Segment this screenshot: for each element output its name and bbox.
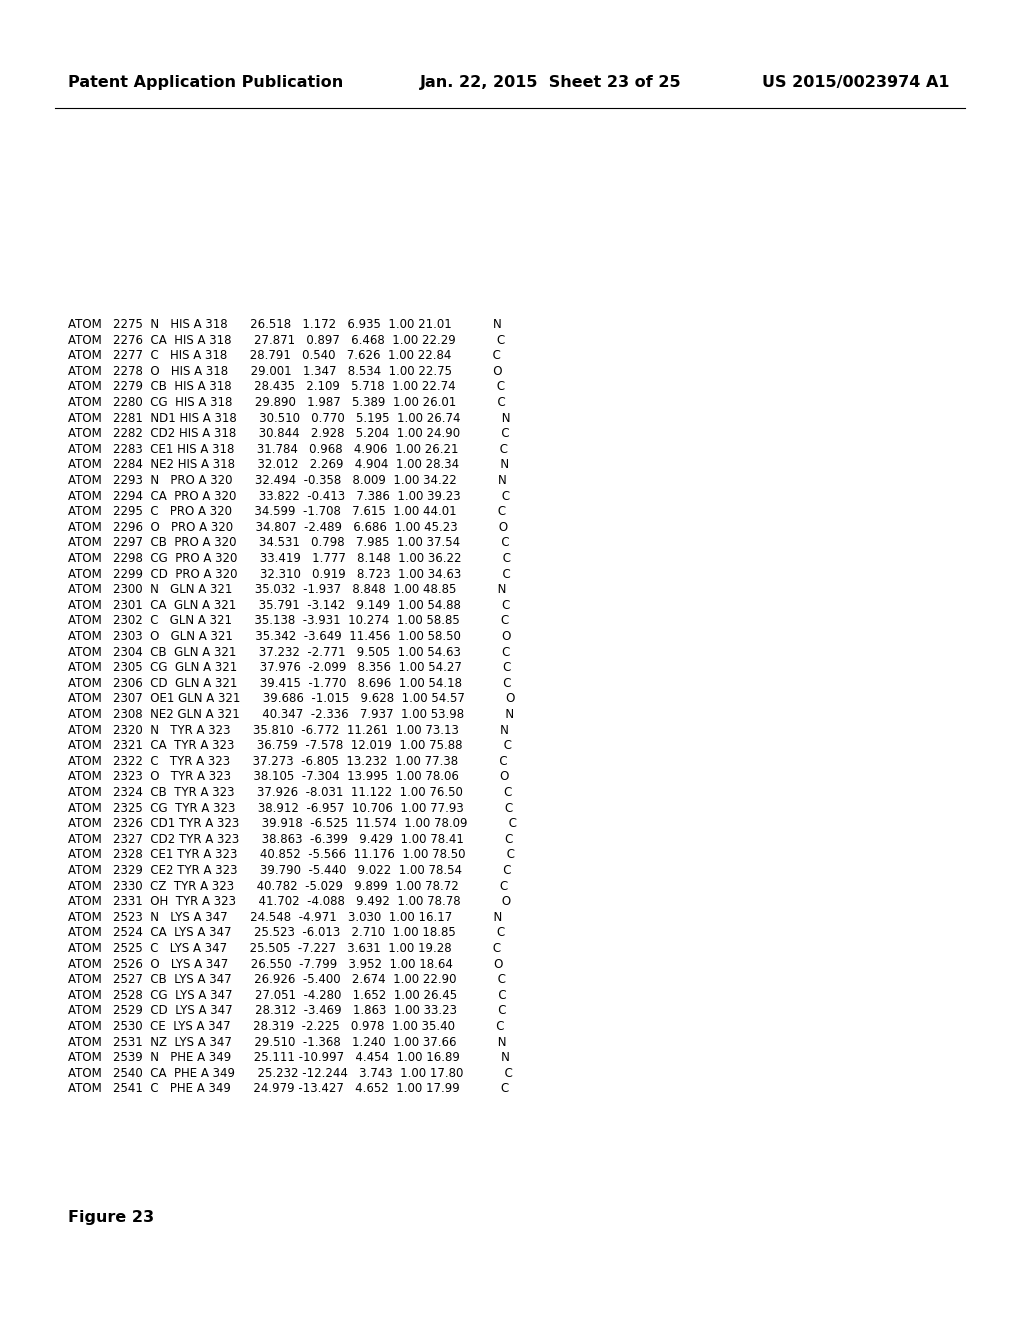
Text: ATOM   2531  NZ  LYS A 347      29.510  -1.368   1.240  1.00 37.66           N: ATOM 2531 NZ LYS A 347 29.510 -1.368 1.2… bbox=[68, 1036, 507, 1048]
Text: ATOM   2329  CE2 TYR A 323      39.790  -5.440   9.022  1.00 78.54           C: ATOM 2329 CE2 TYR A 323 39.790 -5.440 9.… bbox=[68, 865, 512, 876]
Text: ATOM   2540  CA  PHE A 349      25.232 -12.244   3.743  1.00 17.80           C: ATOM 2540 CA PHE A 349 25.232 -12.244 3.… bbox=[68, 1067, 513, 1080]
Text: ATOM   2539  N   PHE A 349      25.111 -10.997   4.454  1.00 16.89           N: ATOM 2539 N PHE A 349 25.111 -10.997 4.4… bbox=[68, 1051, 510, 1064]
Text: ATOM   2303  O   GLN A 321      35.342  -3.649  11.456  1.00 58.50           O: ATOM 2303 O GLN A 321 35.342 -3.649 11.4… bbox=[68, 630, 511, 643]
Text: ATOM   2541  C   PHE A 349      24.979 -13.427   4.652  1.00 17.99           C: ATOM 2541 C PHE A 349 24.979 -13.427 4.6… bbox=[68, 1082, 509, 1096]
Text: ATOM   2305  CG  GLN A 321      37.976  -2.099   8.356  1.00 54.27           C: ATOM 2305 CG GLN A 321 37.976 -2.099 8.3… bbox=[68, 661, 511, 675]
Text: ATOM   2324  CB  TYR A 323      37.926  -8.031  11.122  1.00 76.50           C: ATOM 2324 CB TYR A 323 37.926 -8.031 11.… bbox=[68, 785, 512, 799]
Text: ATOM   2280  CG  HIS A 318      29.890   1.987   5.389  1.00 26.01           C: ATOM 2280 CG HIS A 318 29.890 1.987 5.38… bbox=[68, 396, 506, 409]
Text: ATOM   2275  N   HIS A 318      26.518   1.172   6.935  1.00 21.01           N: ATOM 2275 N HIS A 318 26.518 1.172 6.935… bbox=[68, 318, 502, 331]
Text: ATOM   2322  C   TYR A 323      37.273  -6.805  13.232  1.00 77.38           C: ATOM 2322 C TYR A 323 37.273 -6.805 13.2… bbox=[68, 755, 508, 768]
Text: ATOM   2529  CD  LYS A 347      28.312  -3.469   1.863  1.00 33.23           C: ATOM 2529 CD LYS A 347 28.312 -3.469 1.8… bbox=[68, 1005, 507, 1018]
Text: Figure 23: Figure 23 bbox=[68, 1210, 155, 1225]
Text: ATOM   2525  C   LYS A 347      25.505  -7.227   3.631  1.00 19.28           C: ATOM 2525 C LYS A 347 25.505 -7.227 3.63… bbox=[68, 942, 501, 954]
Text: ATOM   2304  CB  GLN A 321      37.232  -2.771   9.505  1.00 54.63           C: ATOM 2304 CB GLN A 321 37.232 -2.771 9.5… bbox=[68, 645, 510, 659]
Text: ATOM   2306  CD  GLN A 321      39.415  -1.770   8.696  1.00 54.18           C: ATOM 2306 CD GLN A 321 39.415 -1.770 8.6… bbox=[68, 677, 512, 690]
Text: ATOM   2527  CB  LYS A 347      26.926  -5.400   2.674  1.00 22.90           C: ATOM 2527 CB LYS A 347 26.926 -5.400 2.6… bbox=[68, 973, 506, 986]
Text: ATOM   2524  CA  LYS A 347      25.523  -6.013   2.710  1.00 18.85           C: ATOM 2524 CA LYS A 347 25.523 -6.013 2.7… bbox=[68, 927, 505, 940]
Text: ATOM   2294  CA  PRO A 320      33.822  -0.413   7.386  1.00 39.23           C: ATOM 2294 CA PRO A 320 33.822 -0.413 7.3… bbox=[68, 490, 510, 503]
Text: ATOM   2331  OH  TYR A 323      41.702  -4.088   9.492  1.00 78.78           O: ATOM 2331 OH TYR A 323 41.702 -4.088 9.4… bbox=[68, 895, 511, 908]
Text: ATOM   2301  CA  GLN A 321      35.791  -3.142   9.149  1.00 54.88           C: ATOM 2301 CA GLN A 321 35.791 -3.142 9.1… bbox=[68, 599, 510, 611]
Text: ATOM   2296  O   PRO A 320      34.807  -2.489   6.686  1.00 45.23           O: ATOM 2296 O PRO A 320 34.807 -2.489 6.68… bbox=[68, 521, 508, 533]
Text: ATOM   2302  C   GLN A 321      35.138  -3.931  10.274  1.00 58.85           C: ATOM 2302 C GLN A 321 35.138 -3.931 10.2… bbox=[68, 614, 509, 627]
Text: ATOM   2295  C   PRO A 320      34.599  -1.708   7.615  1.00 44.01           C: ATOM 2295 C PRO A 320 34.599 -1.708 7.61… bbox=[68, 506, 506, 519]
Text: ATOM   2277  C   HIS A 318      28.791   0.540   7.626  1.00 22.84           C: ATOM 2277 C HIS A 318 28.791 0.540 7.626… bbox=[68, 350, 501, 362]
Text: ATOM   2284  NE2 HIS A 318      32.012   2.269   4.904  1.00 28.34           N: ATOM 2284 NE2 HIS A 318 32.012 2.269 4.9… bbox=[68, 458, 509, 471]
Text: ATOM   2326  CD1 TYR A 323      39.918  -6.525  11.574  1.00 78.09           C: ATOM 2326 CD1 TYR A 323 39.918 -6.525 11… bbox=[68, 817, 517, 830]
Text: ATOM   2325  CG  TYR A 323      38.912  -6.957  10.706  1.00 77.93           C: ATOM 2325 CG TYR A 323 38.912 -6.957 10.… bbox=[68, 801, 513, 814]
Text: ATOM   2297  CB  PRO A 320      34.531   0.798   7.985  1.00 37.54           C: ATOM 2297 CB PRO A 320 34.531 0.798 7.98… bbox=[68, 536, 510, 549]
Text: ATOM   2321  CA  TYR A 323      36.759  -7.578  12.019  1.00 75.88           C: ATOM 2321 CA TYR A 323 36.759 -7.578 12.… bbox=[68, 739, 512, 752]
Text: ATOM   2298  CG  PRO A 320      33.419   1.777   8.148  1.00 36.22           C: ATOM 2298 CG PRO A 320 33.419 1.777 8.14… bbox=[68, 552, 511, 565]
Text: ATOM   2308  NE2 GLN A 321      40.347  -2.336   7.937  1.00 53.98           N: ATOM 2308 NE2 GLN A 321 40.347 -2.336 7.… bbox=[68, 708, 514, 721]
Text: ATOM   2323  O   TYR A 323      38.105  -7.304  13.995  1.00 78.06           O: ATOM 2323 O TYR A 323 38.105 -7.304 13.9… bbox=[68, 771, 509, 783]
Text: ATOM   2276  CA  HIS A 318      27.871   0.897   6.468  1.00 22.29           C: ATOM 2276 CA HIS A 318 27.871 0.897 6.46… bbox=[68, 334, 505, 347]
Text: ATOM   2330  CZ  TYR A 323      40.782  -5.029   9.899  1.00 78.72           C: ATOM 2330 CZ TYR A 323 40.782 -5.029 9.8… bbox=[68, 879, 508, 892]
Text: ATOM   2281  ND1 HIS A 318      30.510   0.770   5.195  1.00 26.74           N: ATOM 2281 ND1 HIS A 318 30.510 0.770 5.1… bbox=[68, 412, 511, 425]
Text: ATOM   2526  O   LYS A 347      26.550  -7.799   3.952  1.00 18.64           O: ATOM 2526 O LYS A 347 26.550 -7.799 3.95… bbox=[68, 957, 504, 970]
Text: ATOM   2528  CG  LYS A 347      27.051  -4.280   1.652  1.00 26.45           C: ATOM 2528 CG LYS A 347 27.051 -4.280 1.6… bbox=[68, 989, 507, 1002]
Text: ATOM   2523  N   LYS A 347      24.548  -4.971   3.030  1.00 16.17           N: ATOM 2523 N LYS A 347 24.548 -4.971 3.03… bbox=[68, 911, 502, 924]
Text: ATOM   2328  CE1 TYR A 323      40.852  -5.566  11.176  1.00 78.50           C: ATOM 2328 CE1 TYR A 323 40.852 -5.566 11… bbox=[68, 849, 515, 862]
Text: ATOM   2320  N   TYR A 323      35.810  -6.772  11.261  1.00 73.13           N: ATOM 2320 N TYR A 323 35.810 -6.772 11.2… bbox=[68, 723, 509, 737]
Text: ATOM   2530  CE  LYS A 347      28.319  -2.225   0.978  1.00 35.40           C: ATOM 2530 CE LYS A 347 28.319 -2.225 0.9… bbox=[68, 1020, 505, 1034]
Text: ATOM   2282  CD2 HIS A 318      30.844   2.928   5.204  1.00 24.90           C: ATOM 2282 CD2 HIS A 318 30.844 2.928 5.2… bbox=[68, 428, 510, 440]
Text: ATOM   2307  OE1 GLN A 321      39.686  -1.015   9.628  1.00 54.57           O: ATOM 2307 OE1 GLN A 321 39.686 -1.015 9.… bbox=[68, 693, 515, 705]
Text: ATOM   2300  N   GLN A 321      35.032  -1.937   8.848  1.00 48.85           N: ATOM 2300 N GLN A 321 35.032 -1.937 8.84… bbox=[68, 583, 507, 597]
Text: ATOM   2283  CE1 HIS A 318      31.784   0.968   4.906  1.00 26.21           C: ATOM 2283 CE1 HIS A 318 31.784 0.968 4.9… bbox=[68, 442, 508, 455]
Text: ATOM   2327  CD2 TYR A 323      38.863  -6.399   9.429  1.00 78.41           C: ATOM 2327 CD2 TYR A 323 38.863 -6.399 9.… bbox=[68, 833, 513, 846]
Text: Patent Application Publication: Patent Application Publication bbox=[68, 75, 343, 90]
Text: ATOM   2279  CB  HIS A 318      28.435   2.109   5.718  1.00 22.74           C: ATOM 2279 CB HIS A 318 28.435 2.109 5.71… bbox=[68, 380, 505, 393]
Text: US 2015/0023974 A1: US 2015/0023974 A1 bbox=[763, 75, 950, 90]
Text: ATOM   2278  O   HIS A 318      29.001   1.347   8.534  1.00 22.75           O: ATOM 2278 O HIS A 318 29.001 1.347 8.534… bbox=[68, 364, 503, 378]
Text: ATOM   2293  N   PRO A 320      32.494  -0.358   8.009  1.00 34.22           N: ATOM 2293 N PRO A 320 32.494 -0.358 8.00… bbox=[68, 474, 507, 487]
Text: ATOM   2299  CD  PRO A 320      32.310   0.919   8.723  1.00 34.63           C: ATOM 2299 CD PRO A 320 32.310 0.919 8.72… bbox=[68, 568, 511, 581]
Text: Jan. 22, 2015  Sheet 23 of 25: Jan. 22, 2015 Sheet 23 of 25 bbox=[420, 75, 682, 90]
